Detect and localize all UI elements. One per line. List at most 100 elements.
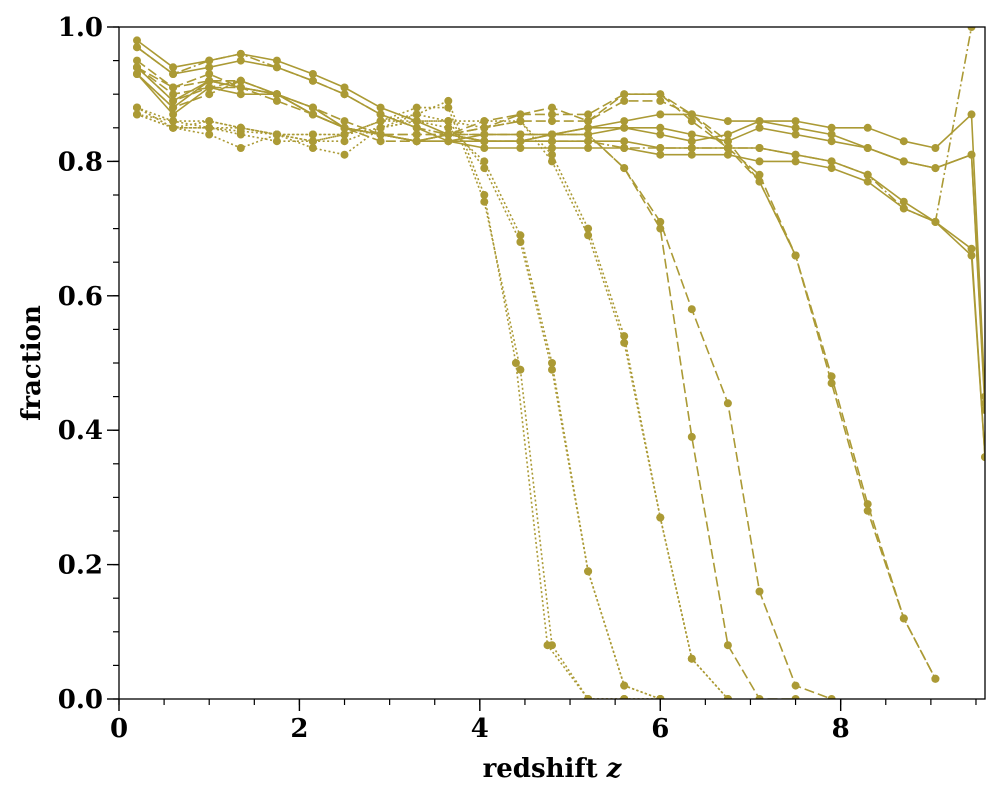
data-point — [133, 63, 141, 72]
data-point — [516, 110, 525, 119]
series-line — [136, 113, 729, 699]
series-line — [136, 66, 796, 699]
data-point — [755, 157, 764, 166]
data-point — [656, 110, 665, 119]
y-tick-label: 0.8 — [58, 147, 103, 177]
data-point — [584, 231, 593, 240]
data-point — [480, 123, 489, 132]
data-point — [169, 123, 178, 132]
data-point — [656, 513, 665, 522]
data-point — [620, 117, 629, 126]
data-point — [133, 110, 141, 119]
data-point — [308, 137, 317, 146]
series-line — [136, 100, 661, 699]
data-point — [169, 103, 178, 112]
data-point — [480, 130, 489, 139]
data-point — [480, 144, 489, 152]
data-point — [308, 130, 317, 139]
data-point — [412, 117, 421, 126]
series-14 — [133, 43, 985, 462]
data-point — [548, 103, 556, 112]
data-point — [169, 117, 178, 126]
data-point — [169, 83, 178, 92]
data-point — [656, 695, 665, 699]
y-axis-label: fraction — [17, 305, 47, 421]
data-point — [376, 117, 385, 126]
data-point — [133, 103, 141, 112]
data-point — [620, 96, 629, 105]
series-line — [136, 66, 937, 680]
data-point — [620, 144, 629, 152]
data-point — [548, 117, 556, 126]
x-axis-label-text: redshift — [483, 754, 598, 784]
data-point — [236, 90, 245, 99]
data-point — [584, 123, 593, 132]
data-point — [620, 681, 629, 690]
data-point — [791, 123, 800, 132]
data-point — [863, 506, 872, 515]
data-point — [548, 137, 556, 146]
series-line — [136, 113, 661, 699]
data-point — [723, 144, 732, 152]
data-point — [516, 117, 525, 126]
data-point — [620, 695, 629, 699]
data-point — [272, 90, 281, 99]
data-point — [723, 137, 732, 146]
x-tick-label: 6 — [651, 714, 669, 744]
data-point — [791, 695, 800, 699]
data-point — [863, 177, 872, 186]
data-point — [584, 110, 593, 119]
data-point — [340, 90, 349, 99]
data-point — [236, 49, 245, 58]
data-point — [791, 681, 800, 690]
data-point — [236, 123, 245, 132]
data-point — [656, 130, 665, 139]
data-point — [236, 83, 245, 92]
data-point — [412, 137, 421, 146]
data-point — [791, 130, 800, 139]
data-point — [620, 123, 629, 132]
data-point — [205, 56, 214, 65]
data-point — [308, 76, 317, 85]
data-point — [480, 164, 489, 173]
data-point — [516, 137, 525, 146]
data-point — [584, 144, 593, 152]
data-point — [687, 110, 696, 119]
data-point — [584, 567, 593, 576]
data-point — [480, 157, 489, 166]
data-point — [548, 144, 556, 152]
series-line — [136, 106, 729, 699]
data-point — [480, 137, 489, 146]
data-point — [480, 191, 489, 199]
data-point — [656, 96, 665, 105]
data-point — [791, 117, 800, 126]
data-point — [656, 224, 665, 233]
y-tick-label: 0.4 — [58, 416, 103, 446]
data-point — [687, 150, 696, 159]
data-point — [899, 614, 908, 623]
data-point — [584, 695, 593, 699]
data-point — [340, 83, 349, 92]
data-point — [755, 587, 764, 596]
data-point — [863, 170, 872, 179]
series-16 — [133, 63, 985, 408]
series-line — [136, 73, 985, 411]
data-point — [620, 338, 629, 347]
data-point — [620, 137, 629, 146]
data-point — [480, 197, 489, 206]
x-tick-label: 4 — [471, 714, 489, 744]
series-17 — [133, 70, 985, 414]
data-point — [511, 359, 520, 367]
data-point — [931, 674, 940, 683]
data-point — [827, 157, 836, 166]
data-point — [205, 63, 214, 72]
data-point — [899, 137, 908, 146]
data-point — [308, 70, 317, 78]
data-point — [656, 123, 665, 132]
data-point — [755, 695, 764, 699]
y-tick-label: 0.6 — [58, 282, 103, 312]
data-point — [827, 123, 836, 132]
data-point — [412, 103, 421, 112]
data-point — [967, 244, 976, 253]
